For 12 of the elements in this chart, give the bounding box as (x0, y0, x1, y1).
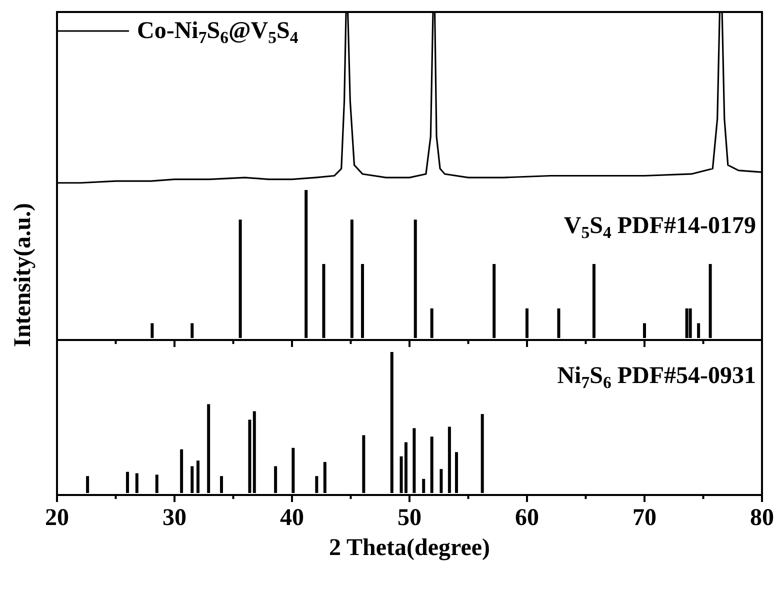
x-tick-label: 60 (515, 505, 539, 531)
x-tick-label: 30 (162, 505, 186, 531)
annotation: V$_{5}$S$_{4}$ PDF#14-0179 (564, 213, 756, 242)
x-tick-label: 80 (750, 505, 774, 531)
x-axis-title: 2 Theta(degree) (328, 535, 490, 561)
x-tick-label: 70 (632, 505, 656, 531)
y-axis-title: Intensity(a.u.) (10, 202, 36, 348)
annotation: Ni$_{7}$S$_{6}$ PDF#54-0931 (557, 363, 756, 392)
x-tick-label: 50 (398, 505, 422, 531)
x-tick-label: 20 (45, 505, 69, 531)
x-tick-label: 40 (280, 505, 304, 531)
legend-label: Co-Ni$_{7}$S$_{6}$@V$_{5}$S$_{4}$ (137, 18, 299, 48)
